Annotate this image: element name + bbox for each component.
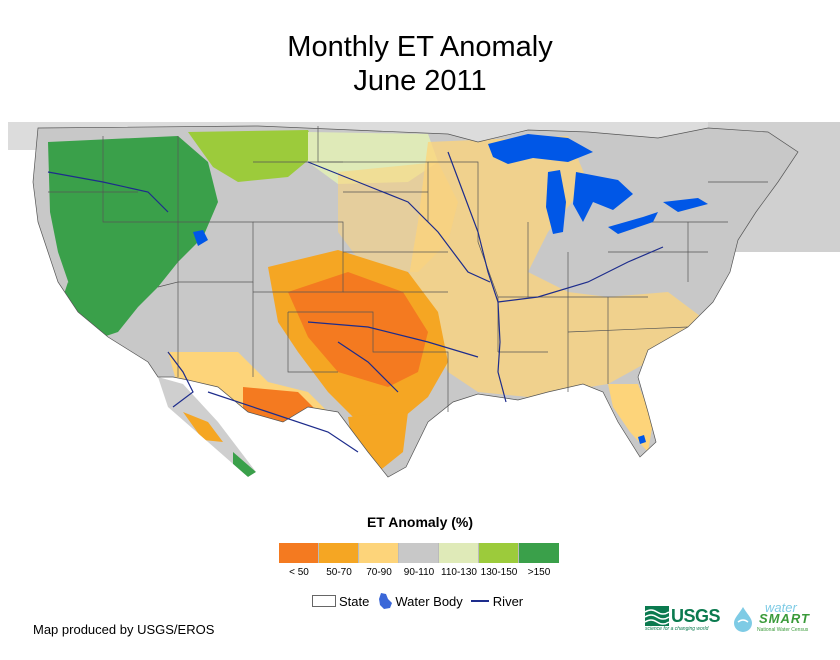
usgs-logo: USGS science for a changing world (645, 604, 725, 636)
lake-okeechobee (638, 435, 646, 444)
great-salt-lake (193, 230, 208, 246)
water-body-key: Water Body (377, 592, 463, 610)
usgs-wave-icon (645, 606, 669, 626)
river-key-label: River (492, 593, 524, 609)
lake-michigan (546, 170, 566, 234)
agency-logos: USGS science for a changing world water … (645, 600, 825, 638)
watersmart-subtitle: National Water Census (757, 627, 809, 633)
watersmart-logo: water SMART National Water Census (729, 600, 829, 638)
state-key: State (312, 594, 369, 609)
river-swatch (470, 600, 489, 602)
legend-swatch (359, 543, 399, 563)
state-boundaries (32, 125, 799, 478)
watersmart-smart-text: SMART (759, 611, 810, 626)
legend-class-label: < 50 (289, 567, 309, 578)
watersmart-water-text: water (765, 600, 797, 615)
legend-class-label: 70-90 (366, 567, 392, 578)
map-key: State Water Body River (312, 592, 531, 610)
lake-erie (608, 212, 658, 234)
rockies-light-green-zone (188, 130, 318, 182)
usgs-wordmark: USGS (671, 606, 721, 626)
legend-title: ET Anomaly (%) (366, 514, 474, 530)
legend-class-label: 50-70 (326, 567, 352, 578)
legend-class-label: 110-130 (441, 567, 477, 578)
water-bodies (193, 134, 708, 444)
usgs-tagline: science for a changing world (645, 626, 709, 632)
map-subtitle: June 2011 (353, 65, 487, 97)
water-body-icon (379, 593, 393, 609)
legend-swatch (519, 543, 559, 563)
legend-swatches (279, 543, 559, 563)
lake-superior (488, 134, 593, 164)
baja-green-zone (233, 452, 256, 477)
legend-class-label: >150 (527, 567, 551, 578)
river-key: River (470, 593, 524, 609)
rivers (47, 151, 664, 453)
water-drop-icon (734, 607, 752, 632)
legend-swatch (399, 543, 439, 563)
legend-swatch (279, 543, 319, 563)
southern-plains-core-zone (288, 272, 428, 387)
legend-class-label: 130-150 (480, 567, 518, 578)
legend-swatch (439, 543, 479, 563)
legend-swatch (479, 543, 519, 563)
legend-swatch (319, 543, 359, 563)
legend-class-label: 90-110 (403, 567, 435, 578)
florida-light-orange-zone (608, 384, 653, 452)
et-anomaly-map (8, 122, 840, 478)
baja-orange-zone (183, 412, 223, 442)
state-swatch (312, 595, 336, 607)
map-title: Monthly ET Anomaly (287, 31, 553, 63)
water-body-key-label: Water Body (395, 593, 463, 609)
map-credit: Map produced by USGS/EROS (33, 622, 215, 637)
lake-ontario (663, 198, 708, 212)
east-light-orange-zone (408, 136, 728, 397)
lake-huron (573, 172, 633, 222)
northwest-high-et-zone (48, 136, 218, 337)
state-key-label: State (339, 593, 370, 609)
legend-class-labels: < 50 50-70 70-90 90-110 110-130 130-150 >150 (0, 567, 840, 581)
